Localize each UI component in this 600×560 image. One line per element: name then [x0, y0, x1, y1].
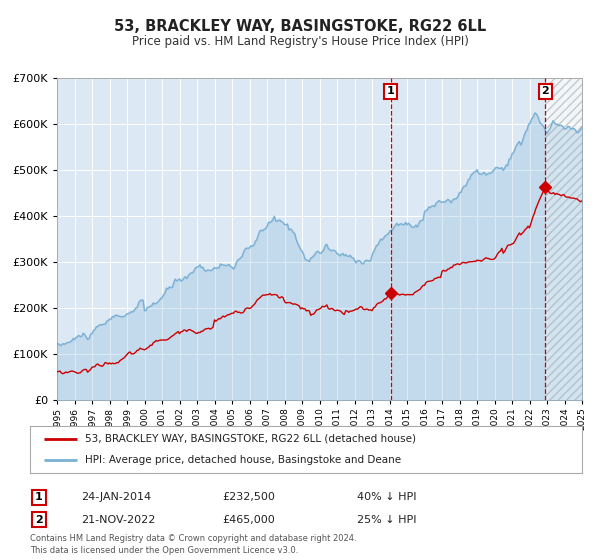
Text: 25% ↓ HPI: 25% ↓ HPI: [357, 515, 416, 525]
Bar: [545, 78, 582, 400]
Text: 2: 2: [35, 515, 43, 525]
Text: Price paid vs. HM Land Registry's House Price Index (HPI): Price paid vs. HM Land Registry's House …: [131, 35, 469, 49]
Bar: [545, 78, 582, 400]
Text: Contains HM Land Registry data © Crown copyright and database right 2024.
This d: Contains HM Land Registry data © Crown c…: [30, 534, 356, 555]
Text: £465,000: £465,000: [222, 515, 275, 525]
Text: 40% ↓ HPI: 40% ↓ HPI: [357, 492, 416, 502]
Text: 53, BRACKLEY WAY, BASINGSTOKE, RG22 6LL: 53, BRACKLEY WAY, BASINGSTOKE, RG22 6LL: [114, 20, 486, 34]
Text: 2: 2: [541, 86, 549, 96]
Text: 53, BRACKLEY WAY, BASINGSTOKE, RG22 6LL (detached house): 53, BRACKLEY WAY, BASINGSTOKE, RG22 6LL …: [85, 434, 416, 444]
Text: 1: 1: [35, 492, 43, 502]
Text: 24-JAN-2014: 24-JAN-2014: [81, 492, 151, 502]
Text: 21-NOV-2022: 21-NOV-2022: [81, 515, 155, 525]
Text: £232,500: £232,500: [222, 492, 275, 502]
Text: 1: 1: [387, 86, 395, 96]
Text: HPI: Average price, detached house, Basingstoke and Deane: HPI: Average price, detached house, Basi…: [85, 455, 401, 465]
